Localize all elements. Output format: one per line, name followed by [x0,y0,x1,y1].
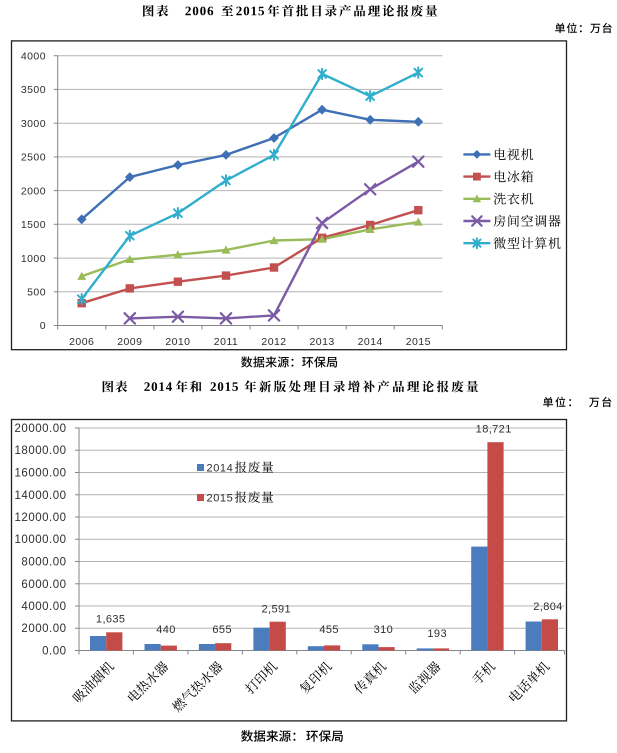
svg-text:2015: 2015 [406,336,431,348]
svg-text:440: 440 [156,624,176,636]
svg-text:18000.00: 18000.00 [15,445,67,457]
svg-text:2,804: 2,804 [533,601,563,613]
svg-text:193: 193 [427,628,447,640]
svg-text:1,635: 1,635 [96,613,126,625]
svg-text:2000: 2000 [21,185,46,197]
svg-text:3000: 3000 [21,118,46,130]
svg-text:500: 500 [27,287,46,299]
svg-text:8000.00: 8000.00 [21,557,66,569]
svg-text:2011: 2011 [214,336,238,348]
svg-text:0: 0 [40,320,46,332]
svg-text:310: 310 [374,624,394,636]
svg-text:2014: 2014 [358,336,383,348]
svg-text:4000: 4000 [21,50,46,62]
svg-text:20000.00: 20000.00 [15,423,67,435]
svg-text:4000.00: 4000.00 [21,601,66,613]
svg-text:2000.00: 2000.00 [21,623,66,635]
svg-text:2,591: 2,591 [262,603,292,615]
svg-text:2006: 2006 [69,336,94,348]
svg-text:2012: 2012 [261,336,286,348]
svg-text:2009: 2009 [117,336,142,348]
svg-text:14000.00: 14000.00 [15,490,67,502]
svg-text:10000.00: 10000.00 [15,534,67,546]
svg-text:655: 655 [212,624,232,636]
svg-text:2010: 2010 [165,336,190,348]
svg-text:6000.00: 6000.00 [21,579,66,591]
svg-text:2015: 2015 [207,493,234,505]
svg-text:455: 455 [319,624,339,636]
svg-text:0.00: 0.00 [42,646,66,658]
svg-text:2014: 2014 [207,463,234,475]
svg-text:18,721: 18,721 [476,424,512,436]
svg-text:1000: 1000 [21,253,46,265]
svg-text:16000.00: 16000.00 [15,468,67,480]
svg-text:2013: 2013 [310,336,335,348]
svg-text:12000.00: 12000.00 [15,512,67,524]
svg-text:3500: 3500 [21,84,46,96]
svg-text:2500: 2500 [21,152,46,164]
svg-text:1500: 1500 [21,219,46,231]
